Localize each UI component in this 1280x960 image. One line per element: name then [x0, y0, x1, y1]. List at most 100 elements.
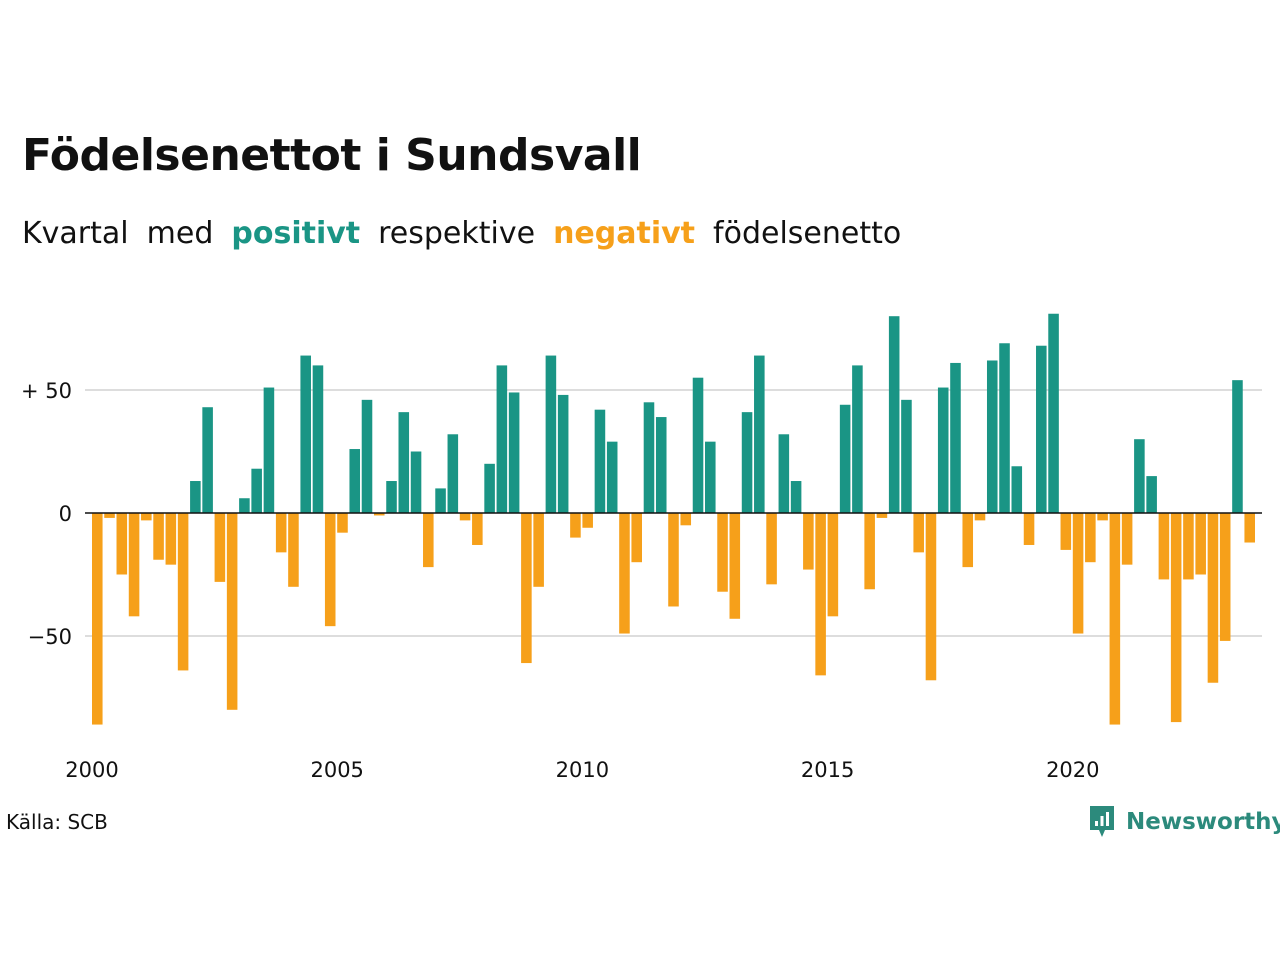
bar-positive — [410, 451, 422, 513]
bar-positive — [1232, 380, 1243, 513]
bar-positive — [754, 355, 765, 513]
bar-negative — [1195, 513, 1206, 575]
bar-negative — [680, 513, 692, 526]
bar-positive — [557, 394, 569, 513]
bar-negative — [1109, 513, 1121, 725]
bar-positive — [950, 362, 961, 513]
bar-positive — [1048, 313, 1059, 513]
bar-positive — [300, 355, 311, 513]
bar-positive — [447, 434, 459, 513]
bar-positive — [251, 468, 262, 513]
bar-positive — [361, 399, 373, 513]
bar-negative — [128, 513, 140, 617]
y-tick-label: + 50 — [21, 379, 72, 403]
x-tick-label: 2000 — [65, 758, 118, 782]
bar-negative — [1158, 513, 1170, 580]
source-note: Källa: SCB — [6, 810, 108, 834]
bar-negative — [570, 513, 581, 538]
bar-negative — [1244, 513, 1255, 543]
bar-positive — [790, 481, 802, 513]
bar-negative — [153, 513, 164, 560]
bar-negative — [827, 513, 839, 617]
bar-negative — [104, 513, 115, 518]
bar-negative — [864, 513, 875, 590]
bar-negative — [177, 513, 189, 671]
x-tick-label: 2010 — [556, 758, 609, 782]
x-tick-label: 2020 — [1046, 758, 1099, 782]
bar-positive — [1146, 476, 1157, 513]
bar-positive — [202, 407, 213, 513]
bar-negative — [1170, 513, 1182, 723]
chart-subtitle: Kvartal med positivt respektive negativt föde… — [22, 216, 919, 251]
bar-negative — [1207, 513, 1219, 683]
bar-negative — [92, 513, 103, 725]
bar-negative — [226, 513, 238, 710]
bar-negative — [373, 513, 385, 516]
bar-negative — [1023, 513, 1035, 545]
bar-negative — [803, 513, 814, 570]
subtitle-word-positive: positivt — [231, 216, 361, 251]
bar-positive — [594, 409, 606, 513]
bar-positive — [999, 343, 1010, 513]
bar-negative — [165, 513, 177, 565]
bar-negative — [337, 513, 348, 533]
bar-negative — [1097, 513, 1108, 521]
bar-positive — [778, 434, 790, 513]
bar-positive — [263, 387, 275, 513]
bar-positive — [692, 377, 704, 513]
bar-positive — [508, 392, 520, 513]
bar-negative — [533, 513, 544, 587]
bar-positive — [484, 463, 495, 513]
y-tick-label: −50 — [28, 625, 72, 649]
bar-negative — [668, 513, 679, 607]
bar-negative — [876, 513, 888, 518]
bar-negative — [423, 513, 434, 568]
chart-title: Födelsenettot i Sundsvall — [22, 130, 642, 181]
bar-positive — [190, 481, 201, 513]
bar-positive — [496, 365, 508, 513]
bar-positive — [1134, 439, 1145, 513]
newsworthy-logo-text: Newsworthy — [1126, 809, 1280, 835]
bar-negative — [717, 513, 728, 592]
bar-positive — [1011, 466, 1023, 513]
bar-positive — [312, 365, 324, 513]
bar-negative — [729, 513, 741, 619]
bar-negative — [459, 513, 471, 521]
bar-positive — [937, 387, 949, 513]
bar-positive — [606, 441, 618, 513]
bar-positive — [1036, 345, 1047, 513]
y-tick-label: 0 — [59, 502, 72, 526]
bar-negative — [619, 513, 630, 634]
bar-positive — [741, 412, 753, 513]
bar-negative — [521, 513, 532, 664]
bar-negative — [913, 513, 924, 553]
bar-negative — [631, 513, 642, 563]
bar-negative — [962, 513, 974, 568]
subtitle-word-kvartal: Kvartal — [22, 216, 129, 251]
bar-negative — [815, 513, 826, 676]
bar-negative — [1085, 513, 1096, 563]
bar-positive — [901, 399, 912, 513]
bar-negative — [974, 513, 986, 521]
bar-positive — [545, 355, 557, 513]
bar-negative — [116, 513, 128, 575]
bar-positive — [386, 481, 397, 513]
bar-negative — [288, 513, 299, 587]
subtitle-word-respektive: respektive — [378, 216, 536, 251]
bar-positive — [643, 402, 655, 513]
x-tick-label: 2005 — [310, 758, 363, 782]
bar-negative — [1121, 513, 1133, 565]
bar-negative — [766, 513, 777, 585]
x-tick-label: 2015 — [801, 758, 854, 782]
bar-negative — [141, 513, 152, 521]
bar-positive — [888, 316, 900, 513]
bar-negative — [925, 513, 937, 681]
subtitle-word-fodelsenetto: födelsenetto — [713, 216, 902, 251]
bar-negative — [1219, 513, 1231, 641]
bar-positive — [986, 360, 998, 513]
bar-positive — [239, 498, 250, 513]
subtitle-word-negative: negativt — [553, 216, 696, 251]
bar-positive — [705, 441, 716, 513]
bar-positive — [852, 365, 863, 513]
bar-negative — [1060, 513, 1072, 550]
